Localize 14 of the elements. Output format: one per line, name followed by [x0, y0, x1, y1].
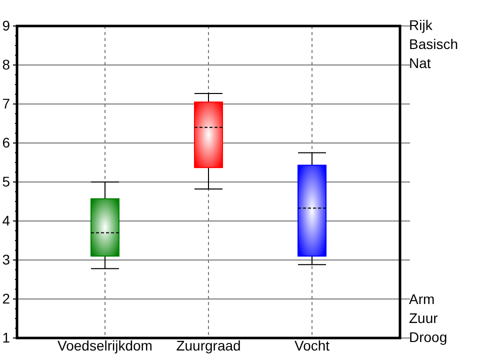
- y-tick-label: 9: [2, 17, 10, 34]
- x-tick-label: Vocht: [294, 338, 330, 354]
- y-tick-label: 6: [2, 134, 10, 150]
- annotation: Arm Zuur Droog: [409, 291, 448, 345]
- x-tick-label: Zuurgraad: [176, 338, 241, 354]
- y-tick-label: 7: [2, 95, 10, 112]
- y-tick-label: 8: [2, 56, 10, 72]
- y-tick-label: 5: [2, 173, 10, 190]
- y-tick-label: 1: [2, 329, 10, 346]
- y-tick-label: 2: [2, 290, 10, 306]
- annotation: Rijk Basisch Nat: [409, 17, 458, 71]
- y-tick-label: 4: [2, 212, 10, 228]
- x-tick-label: Voedselrijkdom: [58, 338, 152, 354]
- y-tick-label: 3: [2, 251, 10, 268]
